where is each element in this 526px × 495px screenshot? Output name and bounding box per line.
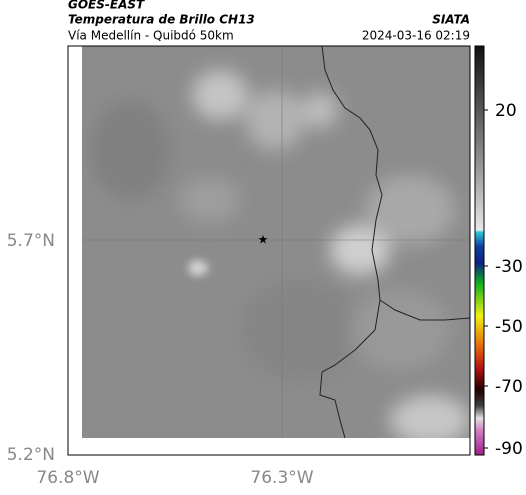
colorbar [474,45,485,456]
map-frame [67,45,471,456]
colorbar-ticks: 20 -30 -50 -70 -90 [484,101,523,459]
location: Vía Medellín - Quibdó 50km [68,29,234,43]
colorbar-label: 20 [495,101,517,121]
lat-label: 5.2°N [7,445,55,465]
lat-label: 5.7°N [7,231,55,251]
colorbar-label: -90 [495,439,523,459]
lon-label: 76.3°W [250,468,313,488]
colorbar-label: -70 [495,377,523,397]
satellite-image [82,46,470,438]
subtitle: Temperatura de Brillo CH13 [68,13,255,27]
datetime: 2024-03-16 02:19 [362,29,470,43]
colorbar-label: -50 [495,317,523,337]
location-marker: ★ [258,233,269,247]
lon-label: 76.8°W [36,468,99,488]
source: SIATA [432,13,470,27]
colorbar-label: -30 [495,257,523,277]
title: GOES-EAST [68,0,145,12]
